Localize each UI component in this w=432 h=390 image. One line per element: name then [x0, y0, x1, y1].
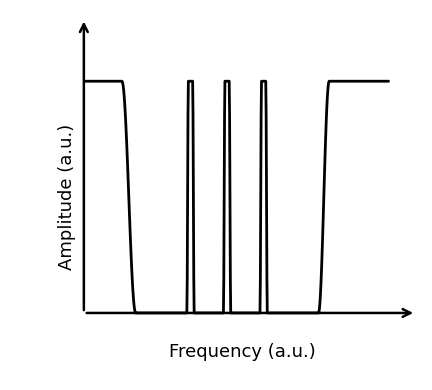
- Text: Frequency (a.u.): Frequency (a.u.): [169, 343, 316, 361]
- Text: Amplitude (a.u.): Amplitude (a.u.): [58, 124, 76, 270]
